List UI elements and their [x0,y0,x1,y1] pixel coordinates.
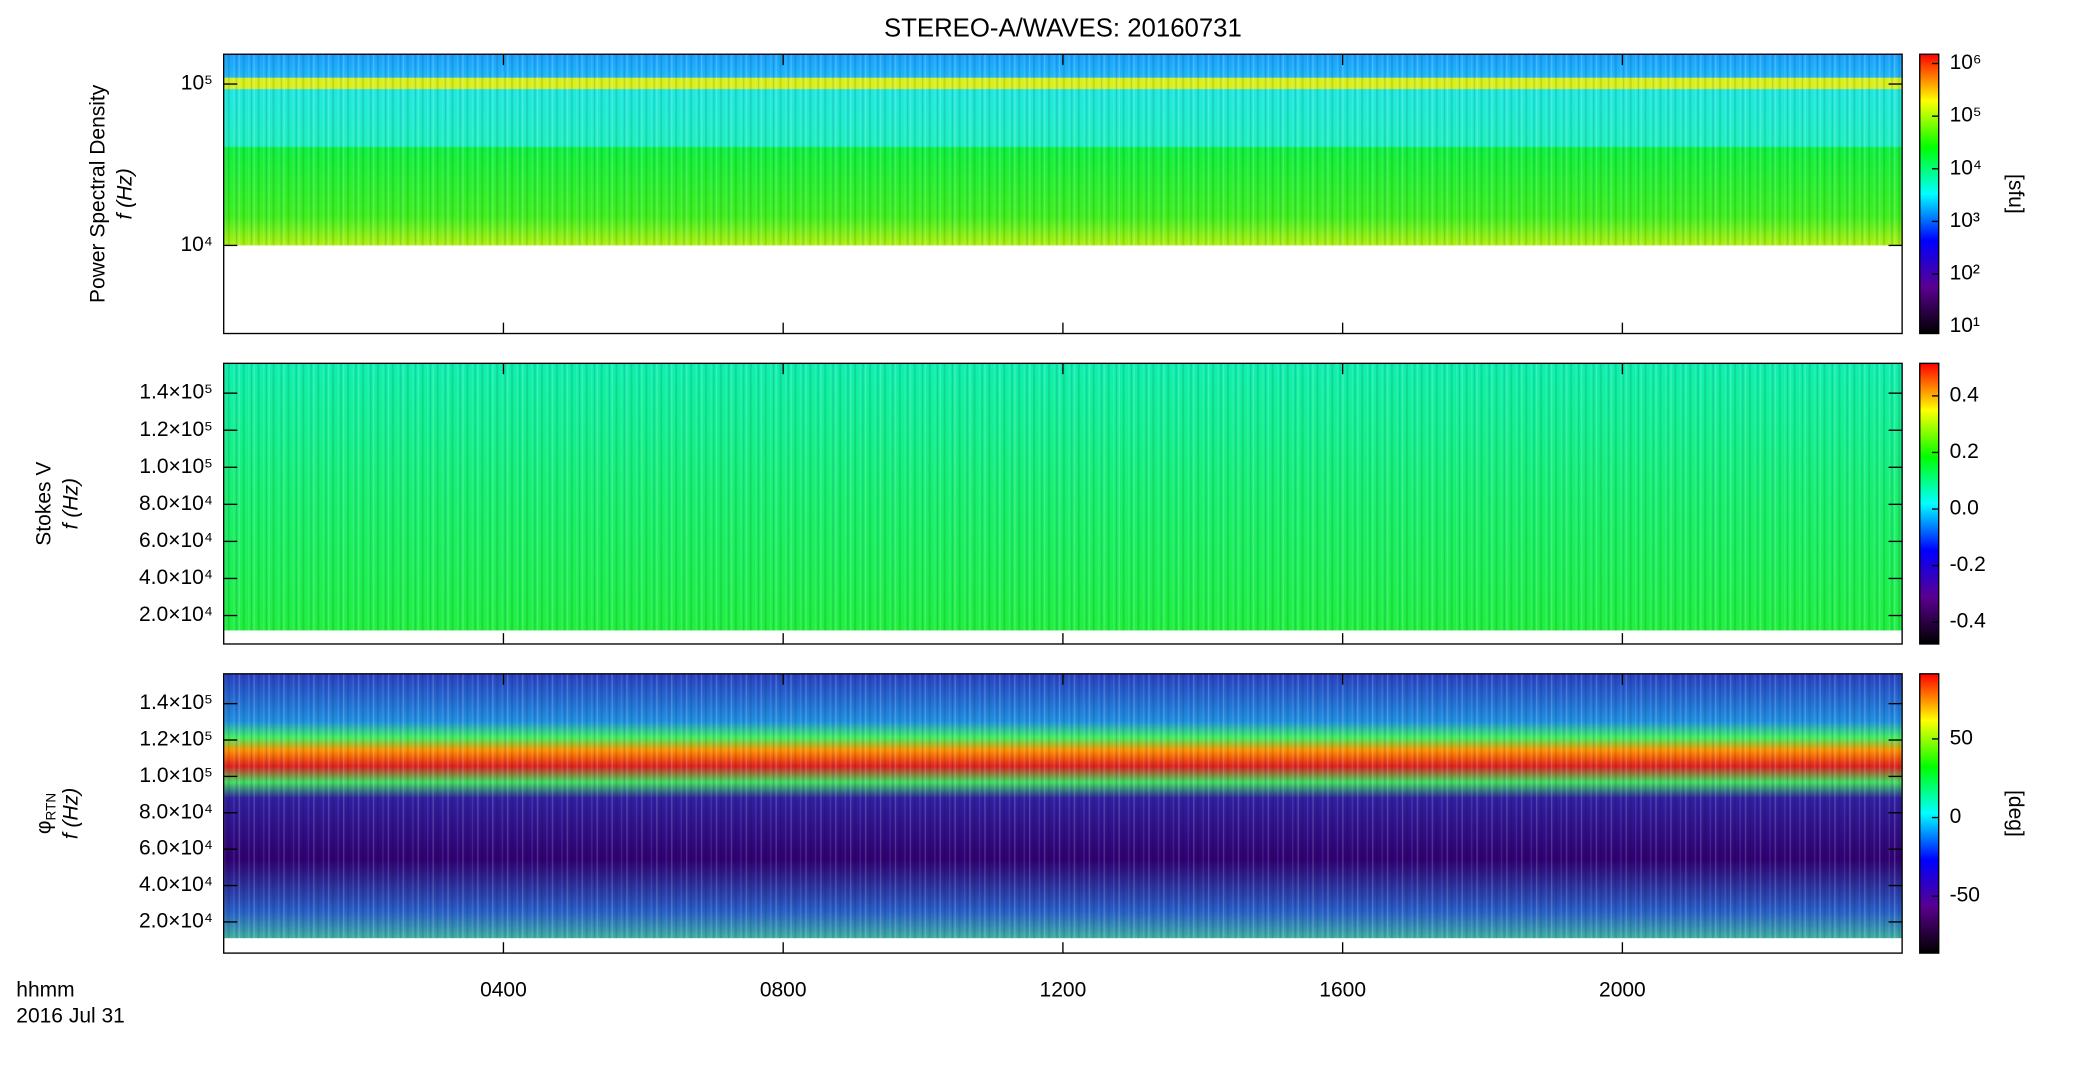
colorbar-tick-label: -0.2 [1950,553,1986,576]
colorbar-tick-label: 10⁴ [1950,156,1982,179]
y-tick-label: 1.4×10⁵ [139,381,213,404]
colorbar-tick-label: -0.4 [1950,610,1987,633]
y-tick-label: 4.0×10⁴ [139,873,213,896]
x-tick-label: 1600 [1319,979,1366,1002]
x-tick-label: 2000 [1599,979,1646,1002]
y-tick-label: 1.4×10⁵ [139,691,213,714]
date-label: 2016 Jul 31 [16,1004,125,1027]
y-tick-label: 2.0×10⁴ [139,909,213,932]
colorbar-tick-label: 50 [1950,726,1973,749]
y-tick-label: 2.0×10⁴ [139,603,213,626]
colorbar-tick-label: 0.4 [1950,383,1980,406]
y-axis-label: f (Hz) [59,788,82,839]
y-tick-label: 1.2×10⁵ [139,728,213,751]
colorbar-tick-label: -50 [1950,884,1980,907]
y-tick-label: 6.0×10⁴ [139,837,213,860]
chart-title: STEREO-A/WAVES: 20160731 [884,15,1242,43]
colorbar [1919,362,1940,645]
y-axis-label: f (Hz) [59,478,82,529]
y-tick-label: 1.2×10⁵ [139,418,213,441]
colorbar [1919,53,1940,335]
y-axis-quantity: Stokes V [32,462,55,546]
y-axis-subscript: RTN [43,793,58,821]
colorbar [1919,673,1940,954]
colorbar-tick-label: 0 [1950,805,1962,828]
x-axis-label: hhmm [16,979,74,1002]
x-tick-label: 0400 [480,979,527,1002]
colorbar-tick-label: 0.2 [1950,440,1979,463]
y-tick-label: 10⁵ [181,72,213,95]
colorbar-tick-label: 10² [1950,262,1980,285]
y-tick-label: 1.0×10⁵ [139,455,213,478]
y-tick-label: 8.0×10⁴ [139,492,213,515]
y-axis-label: f (Hz) [114,168,137,219]
y-axis-quantity: Power Spectral Density [87,84,110,303]
x-tick-label: 0800 [760,979,807,1002]
x-tick-label: 1200 [1040,979,1087,1002]
heatmap-image [223,54,1903,939]
y-axis-quantity: φRTN [32,793,58,834]
y-tick-label: 8.0×10⁴ [139,800,213,823]
colorbar-tick-label: 0.0 [1950,497,1979,520]
y-tick-label: 6.0×10⁴ [139,529,213,552]
colorbar-tick-label: 10⁵ [1950,104,1982,127]
colorbar-tick-label: 10¹ [1950,314,1980,337]
colorbar-label: [deg] [2004,790,2027,837]
colorbar-tick-label: 10³ [1950,209,1980,232]
y-tick-label: 10⁴ [180,233,212,256]
y-tick-label: 1.0×10⁵ [139,764,213,787]
y-tick-label: 4.0×10⁴ [139,566,213,589]
colorbar-label: [sfu] [2004,174,2027,214]
colorbar-tick-label: 10⁶ [1950,51,1982,74]
